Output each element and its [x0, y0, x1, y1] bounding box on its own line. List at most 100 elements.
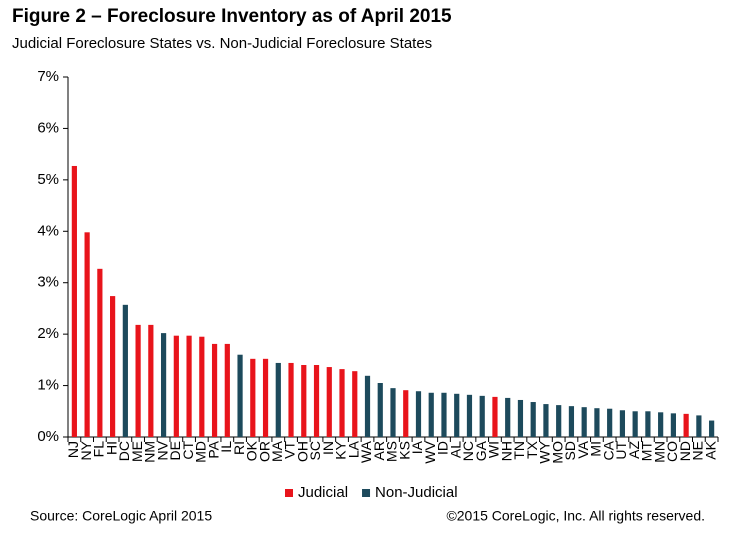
x-tick-label: MO: [549, 441, 565, 464]
x-tick-label: AZ: [626, 441, 642, 459]
x-tick-label: SD: [562, 441, 578, 460]
bar: [568, 406, 575, 437]
bar: [160, 333, 167, 437]
bar: [415, 391, 422, 437]
bar: [581, 407, 587, 437]
x-tick-label: WY: [537, 440, 553, 463]
x-tick-label: VA: [575, 440, 591, 458]
bar: [479, 395, 485, 437]
legend-swatch: [285, 489, 293, 497]
legend-swatch: [362, 489, 371, 497]
y-tick-label: 0%: [37, 428, 59, 445]
bar: [377, 383, 383, 437]
bar: [313, 365, 320, 437]
bar: [262, 358, 269, 437]
x-tick-label: ME: [129, 441, 145, 462]
x-tick-label: MS: [384, 441, 400, 462]
bar: [339, 369, 345, 437]
bar: [352, 371, 358, 437]
y-tick-label: 3%: [37, 274, 59, 291]
bar: [275, 362, 281, 437]
legend-label: Judicial: [298, 484, 348, 501]
x-tick-label: MN: [651, 441, 667, 463]
bar: [543, 404, 549, 437]
bar: [594, 408, 600, 437]
x-tick-label: KS: [396, 441, 412, 460]
x-tick-label: GA: [473, 440, 489, 461]
x-tick-label: AK: [702, 440, 718, 459]
bar: [97, 268, 103, 437]
bar: [237, 354, 243, 437]
x-tick-label: WI: [486, 441, 502, 458]
x-tick-label: CA: [600, 440, 616, 460]
y-tick-label: 7%: [37, 68, 59, 85]
bar: [632, 411, 638, 437]
y-tick-label: 4%: [37, 222, 59, 239]
x-tick-label: MT: [639, 441, 655, 462]
x-tick-label: NM: [142, 441, 158, 463]
x-tick-label: VT: [282, 441, 298, 459]
x-tick-label: CT: [180, 441, 196, 460]
bar: [428, 392, 434, 437]
bar: [607, 408, 613, 437]
x-tick-label: MA: [269, 440, 285, 462]
bar: [148, 324, 154, 437]
source-note: Source: CoreLogic April 2015: [30, 508, 212, 524]
x-tick-label: NH: [498, 441, 514, 461]
legend-label: Non-Judicial: [375, 484, 458, 501]
bar: [658, 412, 664, 437]
x-tick-label: PA: [205, 440, 221, 458]
x-tick-label: IA: [409, 440, 425, 454]
bar: [288, 362, 294, 437]
chart-title: Figure 2 – Foreclosure Inventory as of A…: [12, 6, 452, 27]
bar: [326, 367, 332, 437]
bar: [135, 324, 141, 437]
x-tick-label: WA: [358, 440, 374, 463]
x-tick-label: SC: [307, 441, 323, 460]
x-tick-label: CO: [664, 441, 680, 462]
bar: [71, 165, 77, 437]
x-tick-label: OR: [256, 441, 272, 462]
bar: [364, 375, 371, 437]
bar: [696, 415, 702, 437]
y-tick-label: 5%: [37, 171, 59, 188]
bar: [84, 232, 90, 437]
x-tick-label: ND: [677, 441, 693, 461]
y-tick-label: 2%: [37, 325, 59, 342]
x-tick-label: KY: [333, 440, 349, 459]
bar: [199, 336, 205, 437]
x-tick-label: AR: [371, 441, 387, 460]
x-tick-label: TX: [524, 440, 540, 459]
x-tick-label: DC: [116, 441, 132, 461]
bar: [186, 335, 192, 437]
chart-subtitle: Judicial Foreclosure States vs. Non-Judi…: [12, 35, 432, 52]
bar: [505, 397, 511, 437]
x-tick-label: IL: [218, 441, 234, 453]
bar: [441, 392, 447, 437]
x-tick-label: MI: [588, 441, 604, 457]
x-tick-label: NY: [78, 440, 94, 460]
x-tick-label: MD: [193, 441, 209, 463]
y-tick-label: 1%: [37, 377, 59, 394]
bar: [110, 296, 116, 437]
copyright-note: ©2015 CoreLogic, Inc. All rights reserve…: [446, 508, 705, 524]
bar: [211, 343, 218, 437]
bar: [301, 365, 307, 437]
bar: [454, 393, 460, 437]
bar: [224, 343, 230, 437]
x-tick-label: IN: [320, 441, 336, 455]
bar: [173, 335, 179, 437]
x-tick-label: AL: [447, 441, 463, 458]
x-tick-label: NC: [460, 441, 476, 461]
bar: [122, 304, 128, 437]
x-tick-label: LA: [345, 440, 361, 458]
bar: [403, 390, 409, 437]
x-tick-label: TN: [511, 441, 527, 460]
x-tick-label: OK: [244, 440, 260, 461]
bar: [670, 413, 676, 437]
x-tick-label: NE: [690, 441, 706, 460]
bar: [619, 410, 626, 437]
bar: [466, 394, 473, 437]
bar: [390, 388, 396, 437]
bar: [530, 402, 536, 437]
